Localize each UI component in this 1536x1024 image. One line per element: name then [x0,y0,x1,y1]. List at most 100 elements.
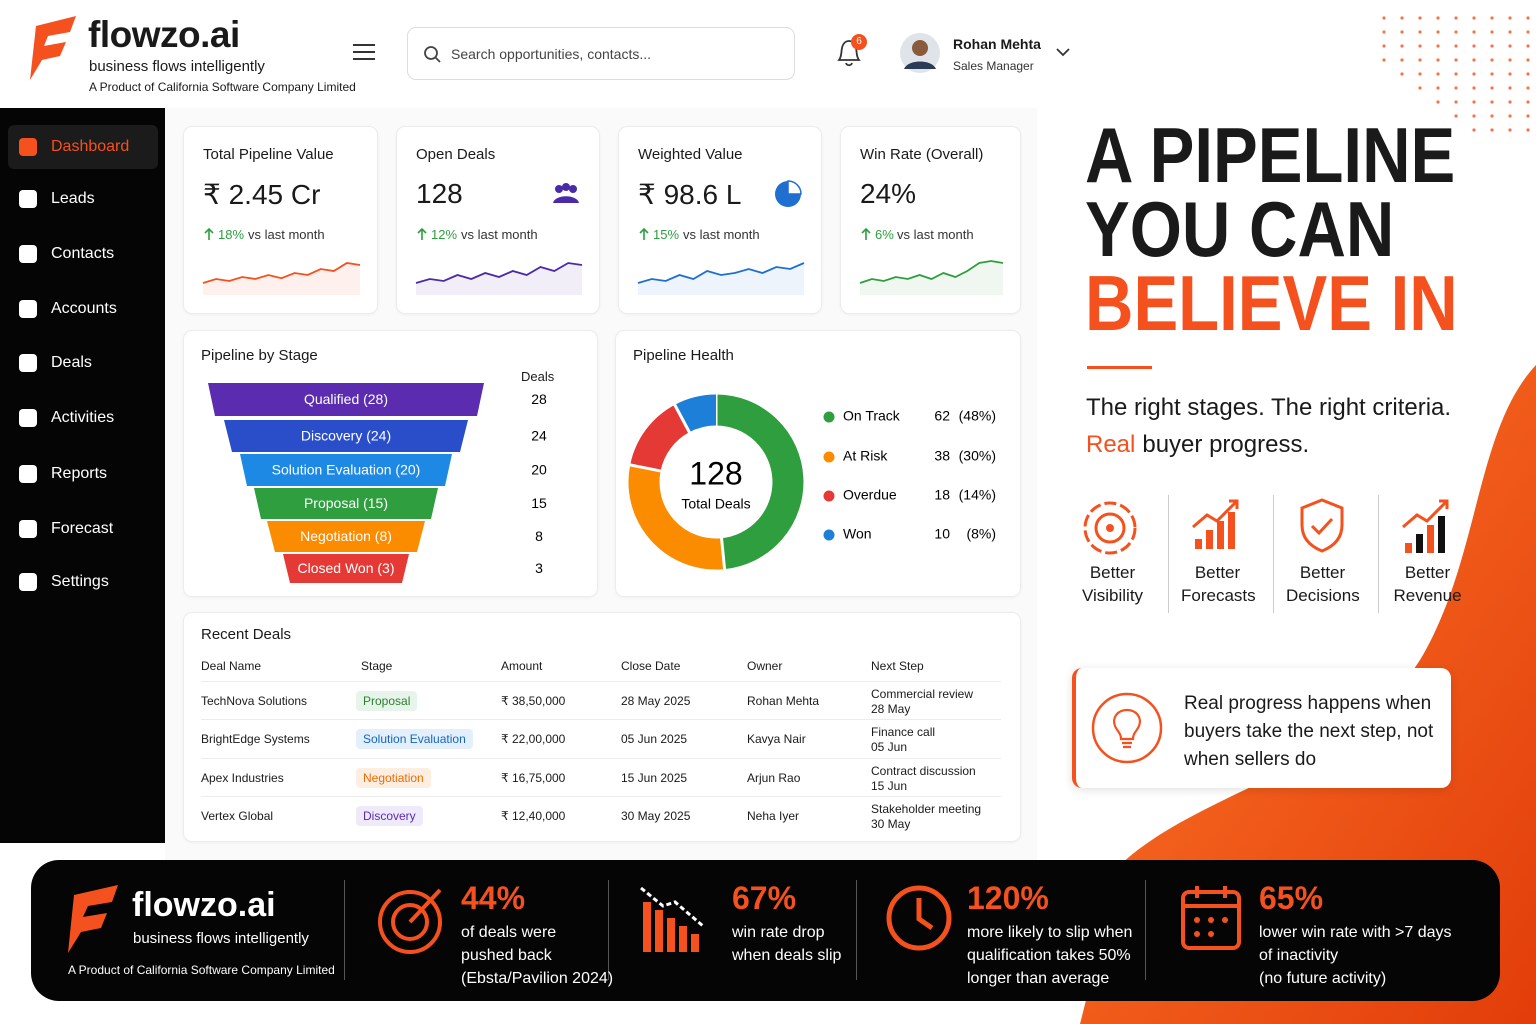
dot [1418,30,1422,34]
notification-badge: 6 [851,34,867,50]
stat-text: lower win rate with >7 days [1259,924,1452,941]
dot [1454,100,1458,104]
notification-bell[interactable] [836,38,862,68]
sparkline-area [638,263,804,295]
user-menu-chevron[interactable] [1056,48,1070,58]
kpi-title: Total Pipeline Value [203,146,334,163]
nav-item[interactable]: Activities [8,396,158,440]
stage-deals: 8 [535,528,543,544]
bell-icon [837,40,861,67]
nav-item[interactable]: Contacts [8,232,158,276]
nav-item[interactable]: Forecast [8,507,158,551]
nav-icon [19,138,37,156]
dot [1436,58,1440,62]
benefit-icon [1402,499,1449,553]
brand-company: A Product of California Software Company… [89,80,356,94]
cell-amount: ₹ 38,50,000 [501,694,566,708]
sidebar: Dashboard Leads Contacts Accounts Deals Activ… [0,108,165,843]
legend-value: 10 [934,526,950,542]
cell-close-date: 15 Jun 2025 [621,771,688,785]
dot [1454,86,1458,90]
kpi-change: 15% [653,227,680,242]
kpi-change-note: vs last month [461,227,538,242]
row-divider [201,681,1001,682]
legend-name: On Track [843,408,901,424]
legend-value: 38 [934,448,950,464]
kpi-change-note: vs last month [897,227,974,242]
stage-deals: 28 [531,391,547,407]
stat-icon [1181,886,1241,950]
kpi-card: Win Rate (Overall) 24% 6% vs last month [840,126,1021,314]
sparkline-line [202,262,361,284]
nav-icon [19,573,37,591]
benefit-divider [1273,495,1274,613]
dot [1490,72,1494,76]
menu-icon [353,44,375,60]
dot [1454,58,1458,62]
stat-text: qualification takes 50% [967,947,1131,964]
change-arrow [417,227,427,240]
footer-divider [856,880,857,980]
nav-item[interactable]: Settings [8,560,158,604]
sparkline [859,260,1004,295]
dot [1490,44,1494,48]
dot [1418,44,1422,48]
donut-chart: On Track 62 (48%) At Risk 38 (30%) Overdue 18 (1… [628,393,996,571]
search-box[interactable]: Search opportunities, contacts... [407,27,795,80]
sparkline-area [860,261,1003,295]
change-arrow [639,227,649,240]
benefit-divider [1168,495,1169,613]
menu-button[interactable] [353,43,375,61]
nav-item[interactable]: Leads [8,177,158,221]
dot [1490,58,1494,62]
funnel-label: Qualified (28) [304,391,388,407]
column-header: Stage [361,659,393,673]
stat-value: 120% [967,880,1049,916]
dot [1472,100,1476,104]
nav-item[interactable]: Dashboard [8,125,158,169]
nav-item[interactable]: Accounts [8,287,158,331]
cell-amount: ₹ 22,00,000 [501,732,566,746]
funnel-label: Solution Evaluation (20) [272,462,421,478]
kpi-card: Total Pipeline Value ₹ 2.45 Cr 18% vs last … [183,126,378,314]
cell-owner: Rohan Mehta [747,694,820,708]
hero-sub-1: The right stages. The right criteria. [1086,394,1452,421]
nav-item[interactable]: Reports [8,452,158,496]
nav-label: Contacts [51,245,115,262]
dot [1490,30,1494,34]
legend-dot [823,490,835,502]
nav-label: Deals [51,354,92,371]
quote-box: Real progress happens when buyers take t… [1072,668,1451,788]
stat-text: when deals slip [732,947,842,964]
benefit-label: Better Visibility [1081,563,1144,605]
dot [1526,16,1530,20]
kpi-change: 18% [218,227,245,242]
dot [1508,30,1512,34]
user-avatar[interactable] [900,33,940,73]
legend-dot [823,411,835,423]
icon-part [1195,539,1202,549]
cell-next-date: 15 Jun [871,779,908,793]
icon-part [555,185,563,193]
icon-part [667,918,675,952]
dot [1508,16,1512,20]
brand-name: flowzo.ai [88,14,240,55]
nav-item[interactable]: Deals [8,341,158,385]
stat-value: 67% [732,880,797,916]
donut-segment [715,394,804,570]
benefit-divider [1378,495,1379,613]
dot [1382,30,1386,34]
footer-logo-mark [68,885,118,953]
funnel-label: Negotiation (8) [300,528,392,544]
cell-next-step: Commercial review [871,687,974,701]
legend-pct: (30%) [959,448,996,464]
cell-next-step: Finance call [871,725,936,739]
sparkline [637,262,805,295]
change-arrow [861,227,871,240]
dot [1400,72,1404,76]
hero-sub-rest: buyer progress. [1142,431,1310,458]
pipeline-health-card: Pipeline Health On Track 62 (48%) At Risk 38 (… [615,330,1021,597]
stage-tag: Negotiation [356,768,431,788]
